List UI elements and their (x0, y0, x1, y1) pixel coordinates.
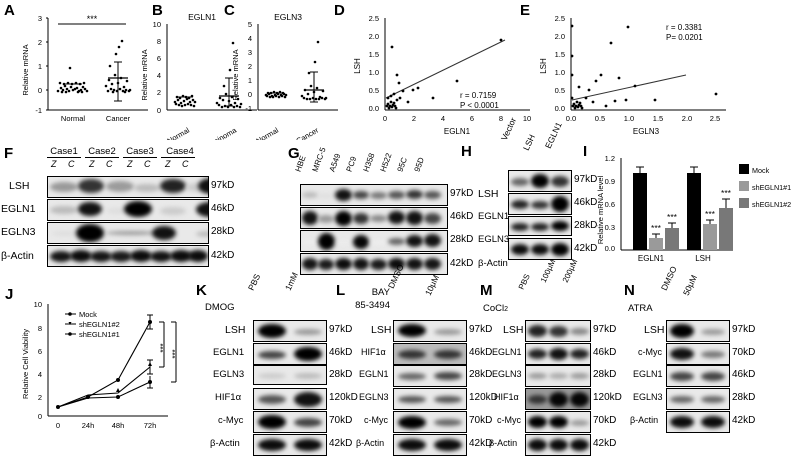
svg-text:1.5: 1.5 (555, 50, 565, 59)
svg-text:0.0: 0.0 (555, 104, 565, 113)
svg-text:0.5: 0.5 (369, 86, 379, 95)
svg-text:1: 1 (248, 76, 252, 85)
svg-text:2.5: 2.5 (710, 114, 720, 123)
svg-text:6: 6 (470, 114, 474, 123)
svg-text:LSH: LSH (539, 58, 548, 74)
svg-text:Mock: Mock (752, 166, 770, 175)
svg-text:Cancer: Cancer (295, 125, 321, 140)
svg-text:1.0: 1.0 (624, 114, 634, 123)
svg-text:2.0: 2.0 (555, 32, 565, 41)
svg-text:2.0: 2.0 (682, 114, 692, 123)
svg-text:2: 2 (157, 88, 161, 97)
svg-text:r = 0.3381: r = 0.3381 (666, 23, 703, 32)
svg-text:Relative mRNA level: Relative mRNA level (596, 175, 605, 244)
svg-text:8: 8 (499, 114, 503, 123)
svg-text:shEGLN1#1: shEGLN1#1 (79, 330, 120, 339)
svg-text:2.0: 2.0 (369, 32, 379, 41)
svg-text:48h: 48h (112, 421, 125, 430)
svg-text:0: 0 (383, 114, 387, 123)
svg-text:Cancer: Cancer (106, 114, 131, 123)
svg-text:10: 10 (34, 300, 42, 309)
svg-text:***: *** (705, 209, 716, 219)
svg-text:6: 6 (157, 54, 161, 63)
svg-text:2.5: 2.5 (369, 14, 379, 23)
svg-text:4: 4 (38, 370, 42, 379)
svg-text:Relative mRNA: Relative mRNA (231, 49, 240, 100)
svg-text:4: 4 (157, 71, 161, 80)
svg-text:0.5: 0.5 (595, 114, 605, 123)
svg-text:1.5: 1.5 (369, 50, 379, 59)
svg-text:24h: 24h (82, 421, 95, 430)
svg-text:shEGLN1#2: shEGLN1#2 (79, 320, 120, 329)
svg-text:0.9: 0.9 (605, 177, 615, 186)
svg-text:***: *** (651, 223, 662, 233)
svg-text:Normal: Normal (255, 125, 281, 140)
svg-text:0.5: 0.5 (555, 86, 565, 95)
svg-text:2: 2 (412, 114, 416, 123)
svg-text:EGLN1: EGLN1 (444, 127, 471, 136)
svg-text:r = 0.7159: r = 0.7159 (460, 91, 497, 100)
svg-text:LSH: LSH (353, 58, 362, 74)
svg-text:4: 4 (441, 114, 445, 123)
svg-text:Relative Cell Viability: Relative Cell Viability (21, 329, 30, 399)
svg-text:10: 10 (153, 20, 161, 29)
svg-text:8: 8 (157, 37, 161, 46)
svg-text:2: 2 (248, 62, 252, 71)
svg-text:shEGLN1#1: shEGLN1#1 (752, 183, 791, 192)
svg-text:Relative mRNA: Relative mRNA (140, 49, 149, 100)
svg-text:Relative mRNA: Relative mRNA (21, 44, 30, 95)
svg-text:P= 0.0201: P= 0.0201 (666, 33, 703, 42)
svg-text:1.5: 1.5 (653, 114, 663, 123)
svg-text:EGLN1: EGLN1 (188, 12, 216, 22)
svg-text:4: 4 (248, 34, 252, 43)
svg-text:2.5: 2.5 (555, 14, 565, 23)
svg-text:0: 0 (38, 86, 42, 95)
svg-text:EGLN1: EGLN1 (638, 254, 665, 263)
svg-text:0.3: 0.3 (605, 223, 615, 232)
svg-text:6: 6 (38, 347, 42, 356)
svg-text:0: 0 (38, 412, 42, 421)
svg-text:1.2: 1.2 (605, 154, 615, 163)
svg-text:0: 0 (248, 90, 252, 99)
svg-text:***: *** (171, 349, 180, 358)
svg-text:2: 2 (38, 393, 42, 402)
svg-text:Normal: Normal (61, 114, 86, 123)
svg-text:Mock: Mock (79, 310, 97, 319)
svg-text:3: 3 (38, 14, 42, 23)
svg-text:LSH: LSH (695, 254, 711, 263)
svg-text:0: 0 (56, 421, 60, 430)
svg-text:***: *** (87, 14, 98, 24)
svg-text:8: 8 (38, 324, 42, 333)
svg-text:72h: 72h (144, 421, 157, 430)
svg-text:***: *** (159, 343, 168, 352)
svg-text:0.6: 0.6 (605, 200, 615, 209)
svg-text:1.0: 1.0 (555, 68, 565, 77)
svg-text:2: 2 (38, 38, 42, 47)
svg-text:-1: -1 (245, 104, 252, 113)
svg-text:0: 0 (157, 106, 161, 115)
svg-text:0.0: 0.0 (369, 104, 379, 113)
svg-text:P < 0.0001: P < 0.0001 (460, 101, 499, 110)
svg-text:0.0: 0.0 (566, 114, 576, 123)
svg-text:3: 3 (248, 48, 252, 57)
svg-text:EGLN3: EGLN3 (633, 127, 660, 136)
svg-text:1: 1 (38, 62, 42, 71)
svg-text:0.0: 0.0 (605, 244, 615, 253)
svg-text:***: *** (667, 212, 678, 222)
svg-text:1.0: 1.0 (369, 68, 379, 77)
svg-text:Normal: Normal (166, 125, 192, 140)
svg-text:-1: -1 (35, 106, 42, 115)
svg-text:5: 5 (248, 20, 252, 29)
svg-text:***: *** (721, 188, 732, 198)
svg-text:EGLN3: EGLN3 (274, 12, 302, 22)
svg-text:shEGLN1#2: shEGLN1#2 (752, 200, 791, 209)
